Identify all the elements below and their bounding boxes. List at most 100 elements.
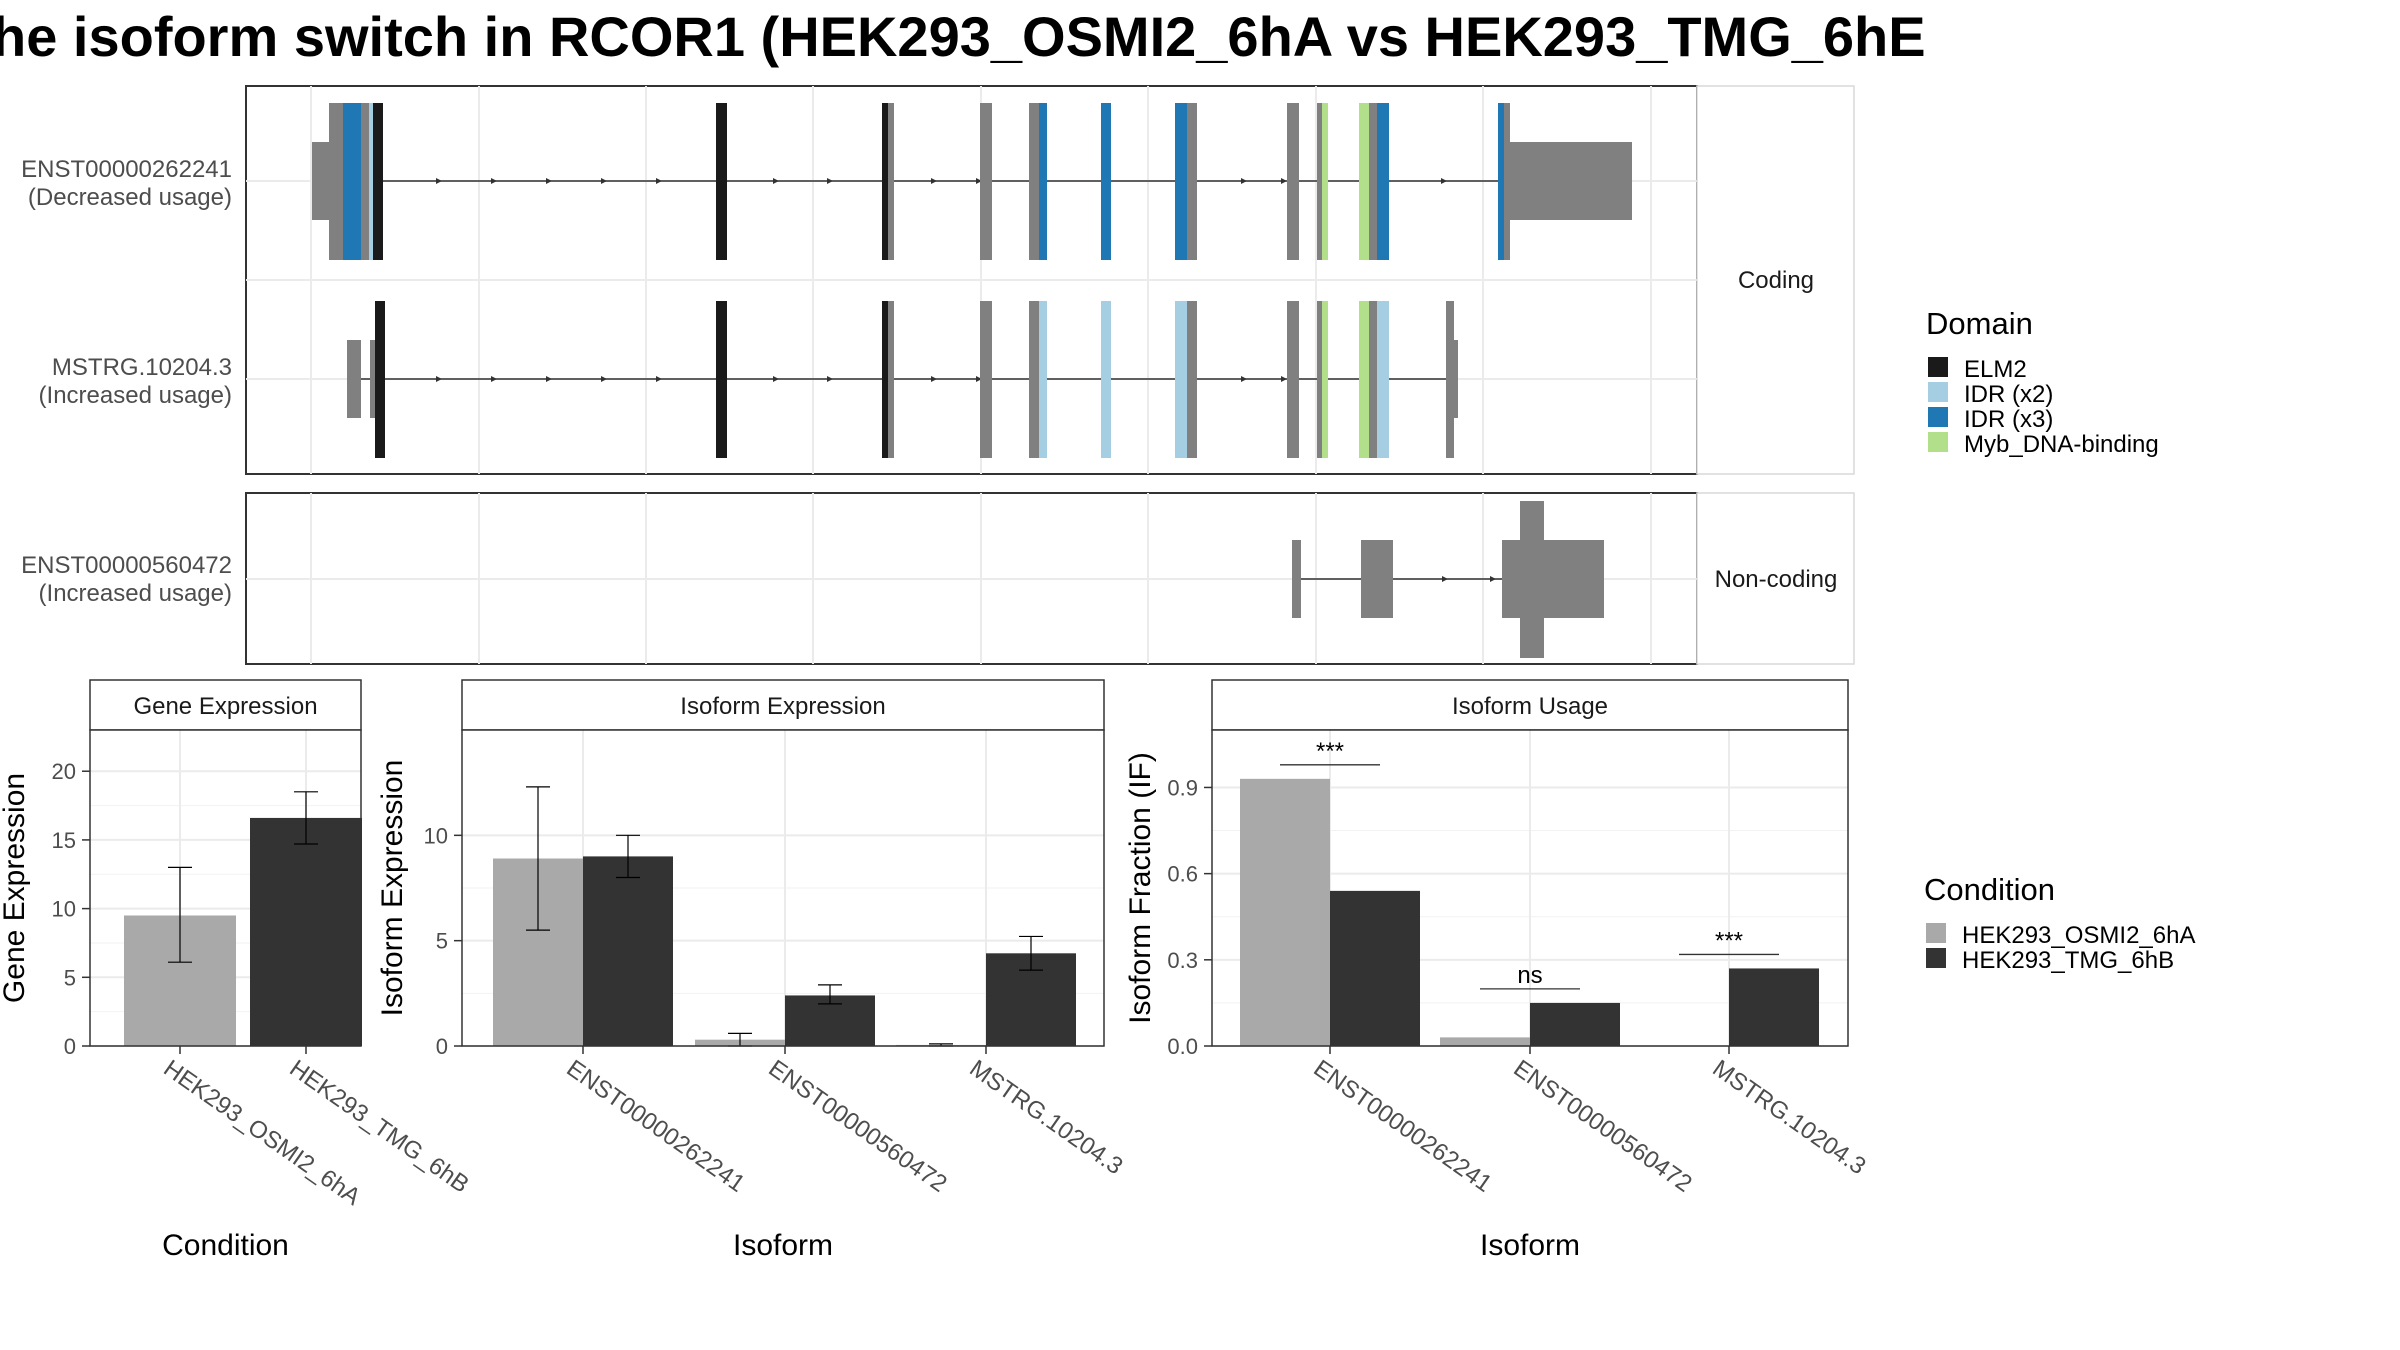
utr-exon (1454, 340, 1458, 418)
domain-idr-x2 (1039, 301, 1047, 458)
transcript-label-usage: (Decreased usage) (28, 184, 232, 211)
legend-key-elm2 (1928, 357, 1948, 377)
noncoding-panel (245, 492, 1698, 665)
y-tick-label: 0.3 (1167, 948, 1198, 973)
x-tick-label: ENST00000560472 (764, 1055, 952, 1198)
exon (1029, 103, 1039, 260)
domain-idr-x3 (1175, 103, 1187, 260)
transcript-labels: ENST00000262241 (Decreased usage) MSTRG.… (21, 156, 232, 607)
exon (1369, 301, 1377, 458)
panel-title: Gene Expression (133, 693, 317, 720)
exon (888, 103, 894, 260)
domain-idr-x3 (1101, 103, 1111, 260)
domain-idr-x2 (1175, 301, 1187, 458)
legend-label: Myb_DNA-binding (1964, 431, 2159, 458)
noncoding-strip: Non-coding (1696, 492, 1855, 665)
legend-key-cond-b (1926, 948, 1946, 968)
y-tick-label: 10 (424, 823, 448, 848)
x-axis-title: Isoform (1480, 1229, 1580, 1262)
legend-label: ELM2 (1964, 356, 2027, 383)
exon (1361, 540, 1393, 618)
intron-arrows (436, 376, 1287, 382)
exon (1287, 301, 1299, 458)
utr-exon (347, 340, 361, 418)
legend-key-cond-a (1926, 923, 1946, 943)
legend-label: IDR (x3) (1964, 406, 2053, 433)
exon (1187, 103, 1197, 260)
exon (1520, 501, 1544, 658)
y-tick-label: 10 (52, 897, 76, 922)
domain-legend: Domain ELM2 IDR (x2) IDR (x3) Myb_DNA-bi… (1926, 306, 2159, 458)
y-tick-label: 20 (52, 759, 76, 784)
exon (1446, 301, 1454, 458)
x-tick-label: MSTRG.10204.3 (965, 1055, 1128, 1180)
y-tick-label: 0.0 (1167, 1034, 1198, 1059)
isoform-expression-chart: Isoform Expression 0 5 10 ENST00000262241 ENS… (376, 679, 1128, 1262)
domain-idr-x3 (1498, 103, 1504, 260)
exon (1369, 103, 1377, 260)
x-tick-label: ENST00000262241 (562, 1055, 750, 1198)
x-tick-label: MSTRG.10204.3 (1708, 1055, 1871, 1180)
condition-legend-title: Condition (1924, 872, 2055, 907)
exon (370, 340, 375, 418)
domain-idr-x2 (1101, 301, 1111, 458)
utr-exon (1508, 142, 1632, 220)
domain-idr-x2 (369, 103, 373, 260)
exon (1029, 301, 1039, 458)
plot-border (89, 729, 362, 1047)
y-tick-label: 15 (52, 828, 76, 853)
transcript-enst00000560472 (1292, 501, 1604, 658)
bar (1729, 968, 1819, 1046)
domain-legend-title: Domain (1926, 306, 2033, 341)
panel-title: Isoform Usage (1452, 693, 1608, 720)
exon (1504, 103, 1510, 260)
y-tick-label: 5 (64, 965, 76, 990)
bar (1440, 1037, 1530, 1046)
legend-label: HEK293_TMG_6hB (1962, 947, 2174, 974)
bar (250, 817, 362, 1046)
domain-elm2 (716, 301, 727, 458)
transcript-label-usage: (Increased usage) (39, 382, 232, 409)
domain-idr-x3 (343, 103, 361, 260)
legend-label: IDR (x2) (1964, 381, 2053, 408)
domain-elm2 (375, 301, 385, 458)
significance-label: ns (1517, 962, 1542, 989)
y-tick-label: 0 (64, 1034, 76, 1059)
y-tick-label: 0 (436, 1034, 448, 1059)
utr-exon (312, 142, 330, 220)
panel-strip (89, 679, 362, 731)
x-tick-label: ENST00000560472 (1509, 1055, 1697, 1198)
coding-strip-label: Coding (1738, 267, 1814, 294)
domain-idr-x3 (1039, 103, 1047, 260)
domain-elm2 (882, 103, 888, 260)
legend-key-idr-x3 (1928, 407, 1948, 427)
y-tick-label: 0.6 (1167, 862, 1198, 887)
condition-legend: Condition HEK293_OSMI2_6hA HEK293_TMG_6h… (1924, 872, 2195, 974)
exon (361, 103, 369, 260)
isoform-usage-chart: Isoform Usage *** ns *** 0.0 0.3 0.6 0.9 ENST000… (1124, 679, 1871, 1262)
domain-myb (1359, 301, 1369, 458)
domain-idr-x3 (1377, 103, 1389, 260)
domain-myb (1359, 103, 1369, 260)
y-axis-title: Isoform Expression (376, 760, 409, 1017)
coding-strip: Coding (1696, 85, 1855, 475)
transcript-label-id: ENST00000262241 (21, 156, 232, 183)
y-axis-title: Gene Expression (0, 773, 31, 1003)
intron-arrows (436, 178, 1447, 184)
significance-label: *** (1715, 927, 1743, 954)
domain-elm2 (716, 103, 727, 260)
intron-arrow (1442, 576, 1448, 582)
exon (1502, 540, 1604, 618)
y-tick-label: 0.9 (1167, 775, 1198, 800)
exon (980, 301, 992, 458)
intron-arrow (1490, 576, 1496, 582)
exon (1317, 103, 1322, 260)
legend-key-idr-x2 (1928, 382, 1948, 402)
domain-elm2 (373, 103, 383, 260)
exon (1287, 103, 1299, 260)
transcript-mstrg-10204-3 (347, 301, 1458, 458)
bar (1330, 890, 1420, 1046)
exon (329, 103, 343, 260)
domain-myb (1322, 103, 1328, 260)
